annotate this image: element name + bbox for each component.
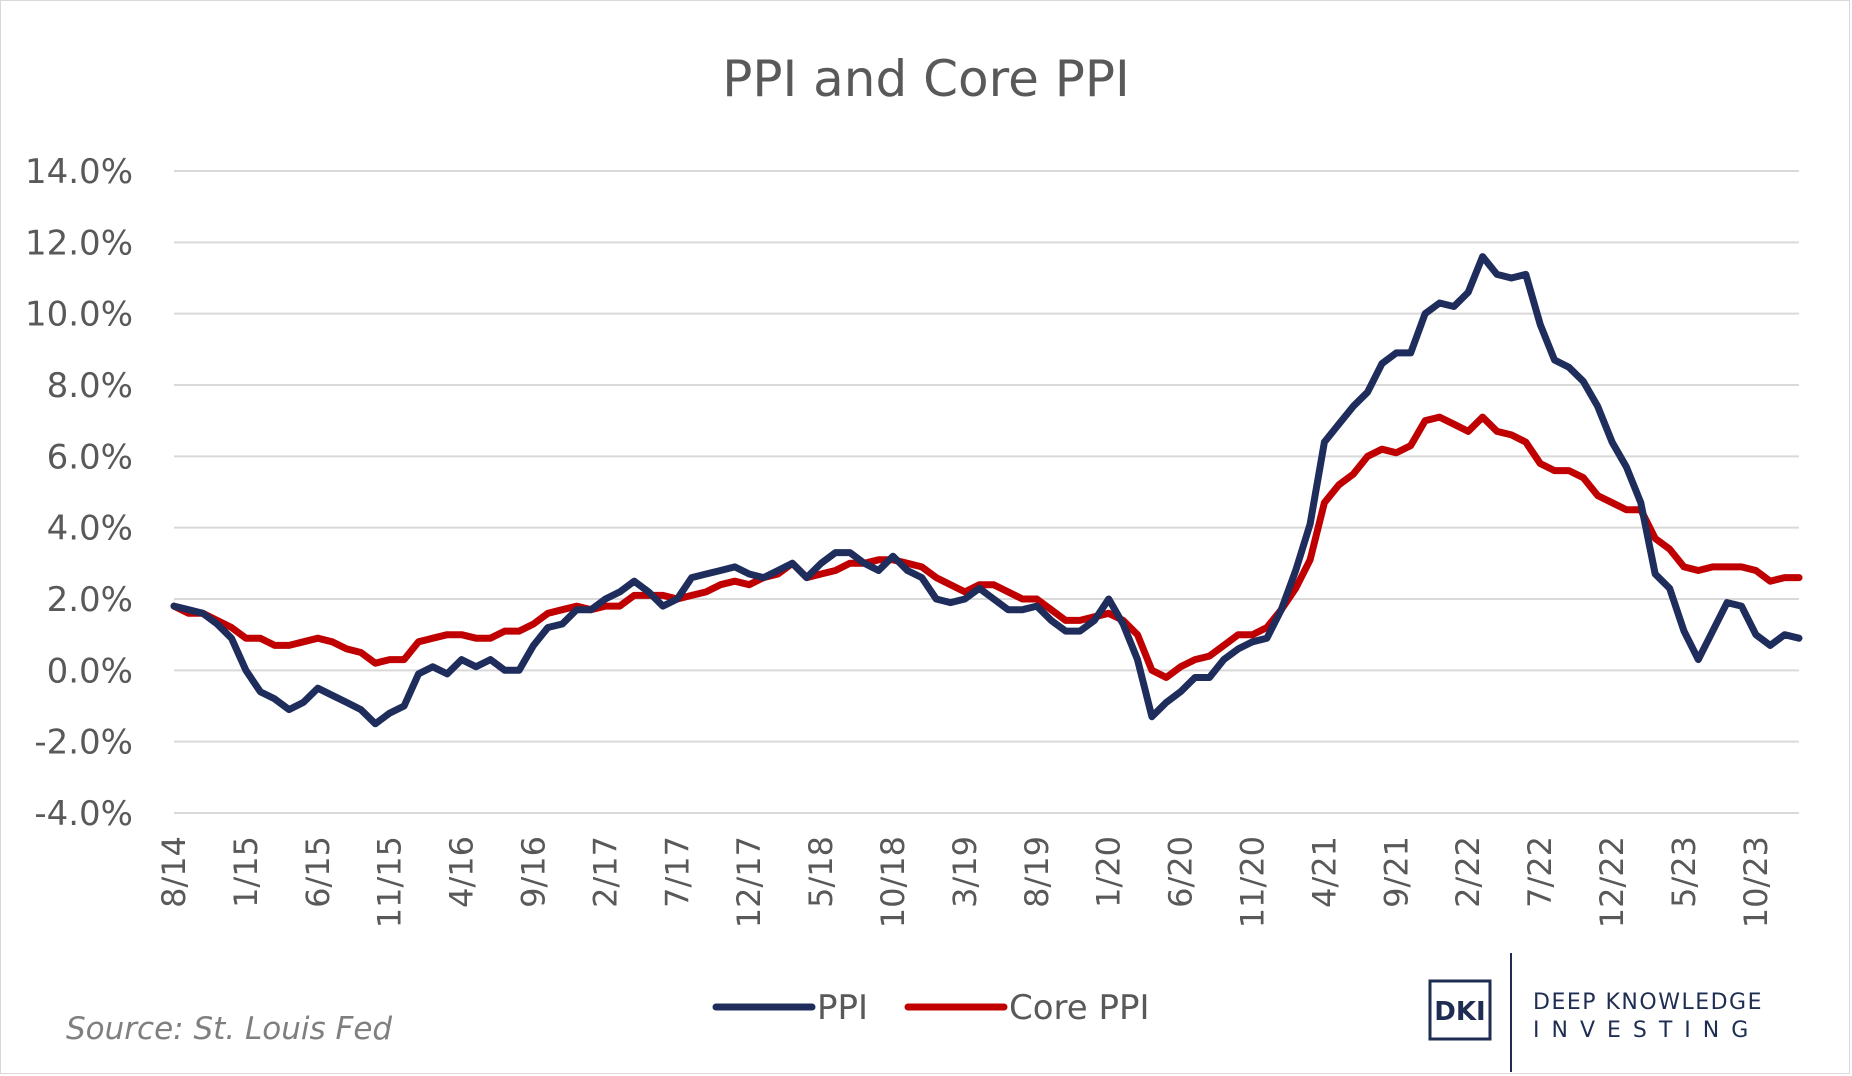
y-tick-label: 4.0% [47,509,133,549]
legend: PPI Core PPI [712,988,1150,1028]
y-tick-label: 14.0% [25,152,133,192]
x-tick-label: 5/23 [1665,836,1703,908]
x-tick-label: 1/20 [1090,836,1128,908]
x-tick-label: 6/15 [299,836,337,908]
x-tick-label: 4/16 [443,836,481,908]
y-tick-label: 0.0% [47,651,133,691]
x-tick-label: 4/21 [1305,836,1343,908]
dki-logo: DKI DEEP KNOWLEDGE INVESTING [1428,953,1763,1072]
dki-logo-line1: DEEP KNOWLEDGE [1533,990,1763,1015]
y-tick-label: -4.0% [34,794,133,834]
x-tick-label: 5/18 [802,836,840,908]
x-tick-label: 9/16 [515,836,553,908]
series-lines [170,253,1803,728]
x-axis-ticks: 8/14 1/15 6/15 11/15 4/16 9/16 2/17 7/17 12/17 5/… [155,836,1775,928]
legend-label-ppi: PPI [817,988,868,1028]
x-tick-label: 3/19 [946,836,984,908]
gridlines [174,170,1799,814]
dki-logo-box [1428,979,1492,1041]
x-tick-label: 6/20 [1162,836,1200,908]
y-tick-label: 10.0% [25,295,133,335]
x-tick-label: 2/17 [586,836,624,908]
y-tick-label: -2.0% [34,723,133,763]
chart-title: PPI and Core PPI [722,50,1130,108]
y-tick-label: 6.0% [47,437,133,477]
x-tick-label: 12/22 [1593,836,1631,928]
x-tick-label: 11/15 [371,836,409,928]
y-tick-label: 2.0% [47,580,133,620]
x-tick-label: 10/23 [1737,836,1775,928]
x-tick-label: 1/15 [227,836,265,908]
x-tick-label: 9/21 [1377,836,1415,908]
x-tick-label: 7/17 [658,836,696,908]
series-line-core-ppi [170,413,1803,681]
x-tick-label: 11/20 [1234,836,1272,928]
x-tick-label: 12/17 [730,836,768,928]
y-axis-ticks: -4.0% -2.0% 0.0% 2.0% 4.0% 6.0% 8.0% 10.0% 12.0%… [25,152,133,834]
dki-logo-line2: INVESTING [1533,1018,1760,1043]
x-tick-label: 7/22 [1521,836,1559,908]
series-line-ppi [170,253,1803,728]
x-tick-label: 8/14 [155,836,193,908]
dki-logo-mark: DKI [1434,997,1485,1027]
source-note: Source: St. Louis Fed [66,1011,392,1047]
x-tick-label: 10/18 [874,836,912,928]
y-tick-label: 8.0% [47,366,133,406]
y-tick-label: 12.0% [25,223,133,263]
x-tick-label: 8/19 [1018,836,1056,908]
x-tick-label: 2/22 [1449,836,1487,908]
legend-label-core-ppi: Core PPI [1009,988,1150,1028]
